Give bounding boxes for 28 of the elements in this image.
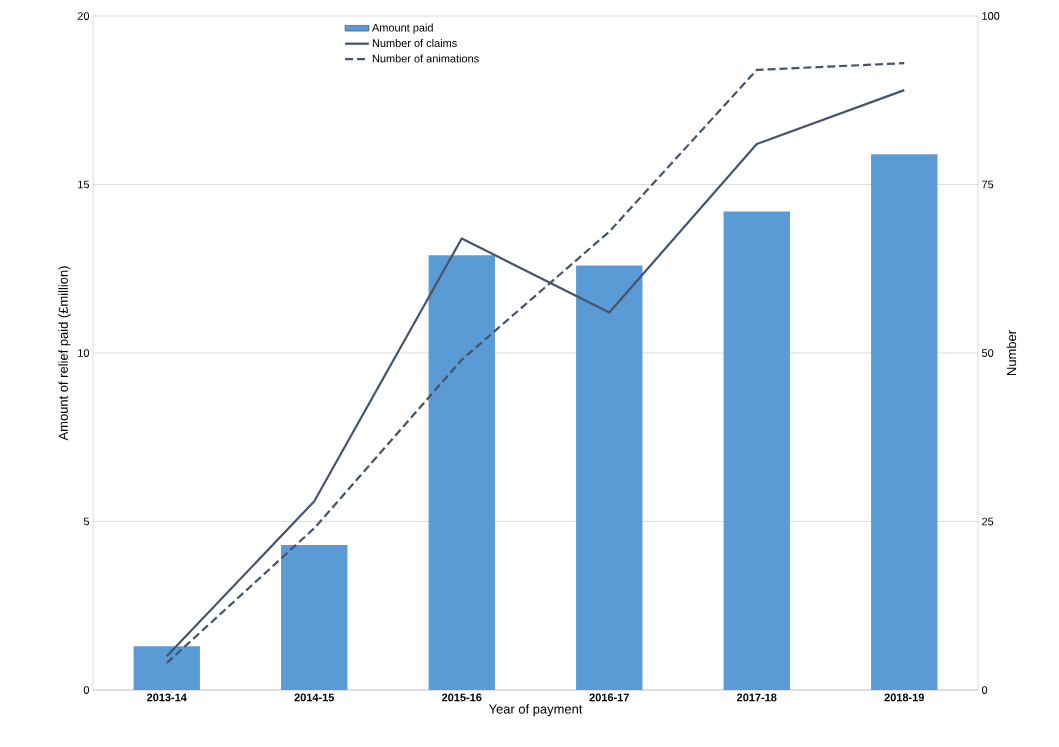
y-tick-label: 20 [77,12,90,20]
x-tick-label: 2017-18 [737,693,777,702]
legend-label: Amount paid [372,23,433,34]
x-tick-label: 2015-16 [442,693,482,702]
bar [576,265,643,690]
legend-label: Number of claims [372,38,457,48]
y-tick-label: 5 [83,517,90,526]
x-tick-label: 2016-17 [589,693,629,702]
bar [281,545,348,690]
y-tick-label: 10 [78,349,90,357]
bar [723,211,790,690]
bar [133,646,200,690]
y-tick-label: 15 [78,180,90,189]
y2-tick-label: 25 [982,517,994,526]
x-axis-title: Year of payment [488,704,583,717]
y2-tick-label: 100 [982,12,1000,20]
x-tick-label: 2018-19 [884,693,924,702]
bar [871,154,938,690]
legend-label: Number of animations [372,54,479,63]
x-tick-label: 2014-15 [294,693,335,702]
x-tick-label: 2013-14 [147,693,187,702]
y2-tick-label: 75 [982,180,994,189]
y-axis-title: Amount of relief paid (£million) [58,266,71,441]
bar [428,255,495,690]
y2-axis-title: Number [1006,330,1017,375]
y2-tick-label: 50 [981,349,994,357]
y-tick-label: 0 [83,686,90,694]
y2-tick-label: 0 [981,686,988,694]
